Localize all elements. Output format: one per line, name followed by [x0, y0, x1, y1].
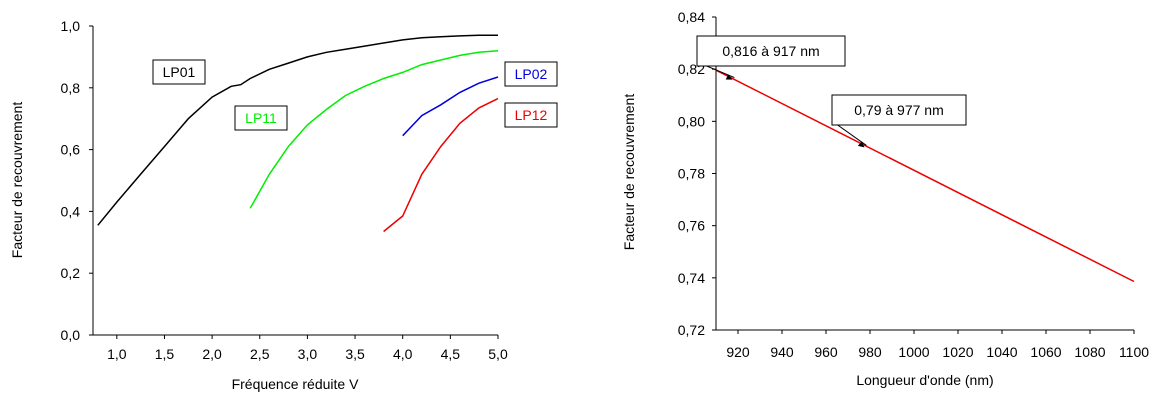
left-x-tick-label: 2,0	[202, 346, 222, 362]
right-x-tick-label: 1020	[942, 344, 973, 360]
right-annotations: 0,816 à 917 nm 0,79 à 977 nm	[696, 35, 967, 148]
right-y-tick-label: 0,84	[678, 9, 705, 25]
annotation-box	[696, 35, 846, 67]
series-label-lp11: LP11	[234, 105, 288, 131]
series-label-box	[234, 105, 288, 131]
left-x-tick-label: 1,5	[155, 346, 175, 362]
right-y-tick-label: 0,72	[678, 322, 705, 338]
series-label-box	[504, 102, 558, 128]
series-label-box	[152, 59, 206, 85]
left-chart: 0,0 0,2 0,4 0,6 0,8 1,0 1,0 1,5 2,0 2,5 3,0 3,5 4,0 4…	[9, 18, 558, 392]
series-line-right-series-0	[715, 69, 1135, 283]
right-x-tick-label: 940	[770, 344, 794, 360]
series-line-lp02	[402, 76, 499, 137]
series-line-lp01	[97, 34, 498, 226]
left-y-tick-label: 0,2	[61, 265, 81, 281]
annotation-arrowhead	[725, 74, 733, 80]
annotation-box	[831, 94, 967, 126]
right-x-tick-label: 1100	[1119, 344, 1149, 360]
series-line-lp12	[383, 97, 499, 233]
right-x-tick-label: 1080	[1074, 344, 1105, 360]
right-x-tick-label: 980	[858, 344, 882, 360]
left-y-tick-label: 0,0	[61, 327, 81, 343]
annotation-1: 0,79 à 977 nm	[831, 94, 967, 148]
left-x-tick-label: 5,0	[488, 346, 508, 362]
right-series	[715, 69, 1135, 283]
left-x-tick-label: 2,5	[250, 346, 270, 362]
annotation-text: 0,79 à 977 nm	[854, 102, 944, 118]
right-y-tick-label: 0,80	[678, 113, 705, 129]
left-x-tick-label: 1,0	[107, 346, 127, 362]
series-label-text: LP02	[515, 66, 548, 82]
right-y-tick-label: 0,74	[678, 270, 705, 286]
series-label-text: LP01	[163, 64, 196, 80]
left-series	[97, 34, 499, 233]
annotation-0: 0,816 à 917 nm	[696, 35, 846, 80]
series-label-box	[504, 61, 558, 87]
left-x-axis-label: Fréquence réduite V	[232, 376, 360, 392]
left-series-labels: LP01 LP11 LP02 LP12	[152, 59, 558, 131]
left-y-tick-label: 0,4	[61, 203, 81, 219]
right-x-axis-label: Longueur d'onde (nm)	[856, 372, 993, 388]
series-label-lp02: LP02	[504, 61, 558, 87]
annotation-arrowhead	[857, 141, 865, 148]
left-x-tick-label: 4,5	[441, 346, 461, 362]
left-x-tick-label: 4,0	[393, 346, 413, 362]
left-x-tick-label: 3,5	[345, 346, 365, 362]
right-x-tick-label: 1060	[1030, 344, 1061, 360]
left-y-tick-label: 1,0	[61, 18, 81, 34]
right-y-axis-label: Facteur de recouvrement	[621, 94, 637, 251]
annotation-text: 0,816 à 917 nm	[722, 43, 819, 59]
right-y-tick-label: 0,78	[678, 166, 705, 182]
series-label-text: LP12	[515, 107, 548, 123]
left-y-axis-label: Facteur de recouvrement	[9, 102, 25, 259]
series-label-lp01: LP01	[152, 59, 206, 85]
right-x-tick-label: 1000	[898, 344, 929, 360]
right-x-tick-label: 920	[726, 344, 750, 360]
left-y-tick-label: 0,6	[61, 142, 81, 158]
left-ticks: 0,0 0,2 0,4 0,6 0,8 1,0 1,0 1,5 2,0 2,5 3,0 3,5 4,0 4…	[61, 18, 508, 362]
series-line-lp11	[249, 49, 499, 209]
left-x-tick-label: 3,0	[298, 346, 318, 362]
right-y-tick-label: 0,76	[678, 218, 705, 234]
right-x-tick-label: 960	[814, 344, 838, 360]
left-y-tick-label: 0,8	[61, 80, 81, 96]
right-x-tick-label: 1040	[986, 344, 1017, 360]
series-label-text: LP11	[245, 110, 277, 126]
series-label-lp12: LP12	[504, 102, 558, 128]
